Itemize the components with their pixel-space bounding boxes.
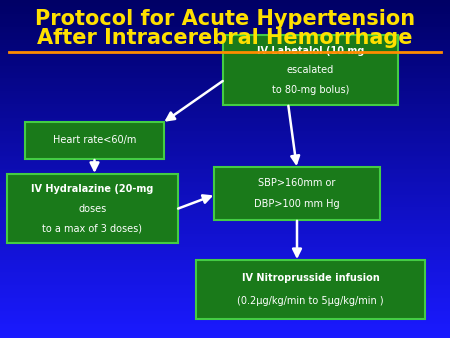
FancyBboxPatch shape [25,122,164,159]
Text: IV Labetalol (10 mg: IV Labetalol (10 mg [257,46,364,56]
FancyBboxPatch shape [196,260,425,319]
Text: IV Hydralazine (20-mg: IV Hydralazine (20-mg [31,184,153,194]
Text: Protocol for Acute Hypertension: Protocol for Acute Hypertension [35,8,415,29]
Text: to 80-mg bolus): to 80-mg bolus) [272,84,349,95]
Text: After Intracerebral Hemorrhage: After Intracerebral Hemorrhage [37,28,413,48]
Text: DBP>100 mm Hg: DBP>100 mm Hg [254,199,340,209]
Text: (0.2μg/kg/min to 5μg/kg/min ): (0.2μg/kg/min to 5μg/kg/min ) [237,296,384,307]
FancyBboxPatch shape [214,167,380,220]
Text: to a max of 3 doses): to a max of 3 doses) [42,223,142,233]
Text: escalated: escalated [287,65,334,75]
Text: IV Nitroprusside infusion: IV Nitroprusside infusion [242,273,379,283]
FancyBboxPatch shape [223,35,398,105]
FancyBboxPatch shape [7,174,178,243]
Text: doses: doses [78,204,106,214]
Text: Heart rate<60/m: Heart rate<60/m [53,135,136,145]
Text: SBP>160mm or: SBP>160mm or [258,178,336,188]
